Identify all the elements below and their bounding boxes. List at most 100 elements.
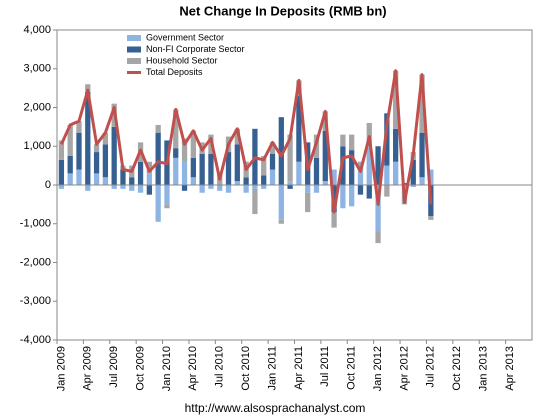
bar (322, 130, 328, 182)
bar (173, 109, 179, 149)
x-tick-label: Jan 2012 (372, 346, 384, 391)
bar (287, 134, 293, 182)
bar (252, 188, 258, 215)
chart-title: Net Change In Deposits (RMB bn) (179, 3, 386, 18)
legend-swatch (127, 35, 141, 41)
bar (296, 161, 302, 185)
bar (305, 192, 311, 213)
bar (67, 124, 73, 156)
bar (384, 113, 390, 166)
bar (243, 185, 249, 193)
bar (252, 185, 258, 189)
y-tick-label: -1,000 (20, 218, 51, 230)
bar (76, 169, 82, 185)
bar (357, 185, 364, 195)
bar (58, 140, 65, 160)
bar (85, 92, 91, 185)
bar (357, 169, 364, 185)
x-tick-label: Jul 2010 (214, 346, 226, 388)
bar (331, 169, 337, 185)
bar (278, 219, 284, 224)
x-tick-label: Jan 2011 (266, 346, 278, 390)
bar (410, 185, 416, 187)
x-tick-label: Oct 2011 (346, 346, 358, 390)
bar (366, 123, 372, 147)
bar (419, 74, 425, 133)
x-tick-label: Apr 2011 (293, 346, 305, 390)
bar (137, 161, 144, 185)
bar (375, 146, 381, 185)
bar (146, 185, 152, 195)
bar (102, 144, 109, 178)
x-tick-label: Jan 2010 (161, 346, 173, 391)
bar (190, 157, 196, 178)
bar (234, 181, 240, 185)
y-tick-label: 3,000 (23, 63, 51, 75)
legend-swatch (127, 58, 141, 64)
bar (261, 155, 267, 176)
bar (67, 155, 73, 174)
legend-label: Total Deposits (146, 67, 203, 77)
bar (93, 173, 100, 185)
bar (111, 126, 117, 185)
bar (129, 177, 135, 185)
bar (261, 175, 267, 185)
bar (384, 165, 390, 185)
bar (419, 177, 425, 185)
y-tick-label: -3,000 (20, 295, 51, 307)
bar (173, 157, 179, 185)
legend-label: Non-FI Corporate Sector (146, 44, 245, 54)
bar (120, 185, 126, 189)
bar (93, 152, 100, 174)
bar (164, 204, 170, 209)
bar (129, 185, 135, 191)
bar (287, 181, 293, 185)
bar (85, 84, 91, 92)
bar (366, 185, 372, 199)
bar (384, 185, 390, 197)
x-tick-label: Jul 2011 (319, 346, 331, 387)
bar (120, 169, 126, 185)
bar (181, 185, 188, 191)
bar (331, 212, 337, 228)
bar (199, 154, 205, 185)
bar (76, 121, 82, 133)
y-tick-label: -4,000 (20, 334, 51, 346)
bar (313, 157, 320, 185)
x-tick-label: Jul 2009 (108, 346, 120, 388)
bar (111, 185, 117, 189)
bar (349, 134, 355, 151)
bar (366, 146, 372, 185)
bar (190, 130, 196, 158)
bar (225, 185, 232, 193)
y-tick-label: 2,000 (23, 101, 51, 113)
bar (305, 185, 311, 193)
x-tick-label: Oct 2012 (451, 346, 463, 391)
bar (349, 185, 355, 207)
bar (181, 138, 188, 162)
bar (410, 159, 416, 185)
bar (208, 154, 214, 185)
bar (269, 142, 276, 154)
x-tick-label: Apr 2009 (82, 346, 94, 391)
bar (375, 231, 381, 244)
legend-label: Government Sector (146, 32, 224, 42)
bar (428, 216, 434, 220)
bar (278, 117, 284, 185)
bar (278, 185, 284, 220)
bar (58, 185, 65, 189)
legend-label: Household Sector (146, 55, 218, 65)
bar (393, 128, 399, 162)
x-tick-label: Apr 2013 (504, 346, 516, 391)
x-tick-label: Apr 2010 (187, 346, 199, 391)
y-tick-label: 1,000 (23, 140, 51, 152)
bar (146, 173, 152, 185)
bar (313, 185, 320, 193)
x-tick-label: Oct 2010 (240, 346, 252, 391)
bar (155, 124, 161, 133)
bar (181, 161, 188, 185)
bar (261, 185, 267, 189)
x-tick-label: Apr 2012 (398, 346, 410, 391)
bar (155, 132, 161, 185)
